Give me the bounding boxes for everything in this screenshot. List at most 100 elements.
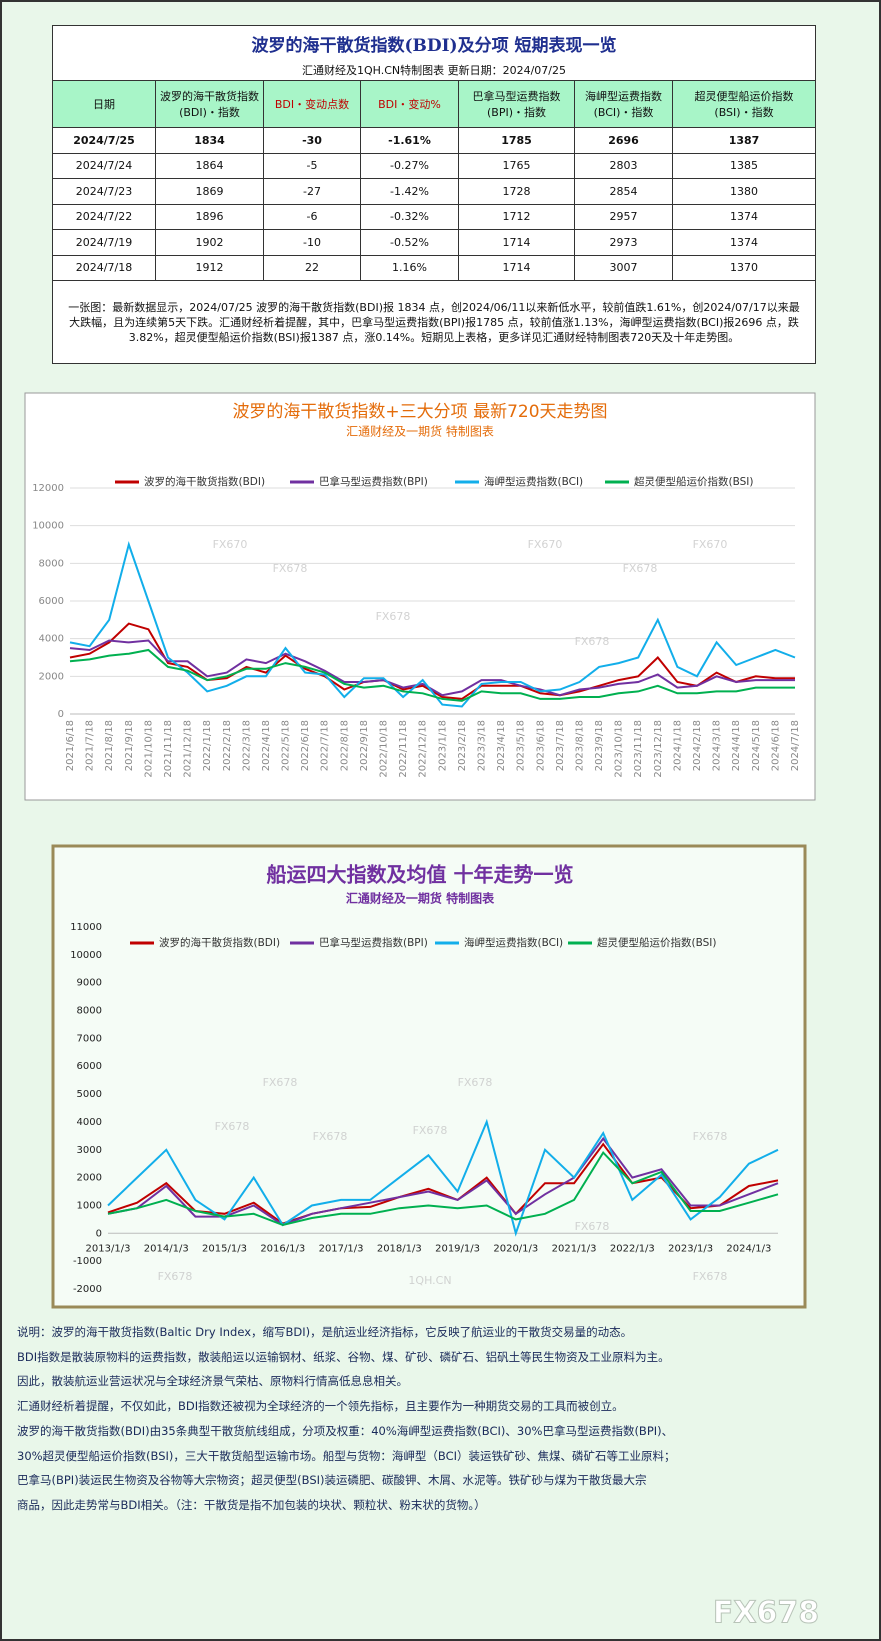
y-tick-label: 2000 (77, 1173, 102, 1184)
watermark: FX678 (263, 1076, 298, 1089)
watermark: FX670 (213, 538, 248, 551)
description-line: 巴拿马(BPI)装运民生物资及谷物等大宗物资；超灵便型(BSI)装运磷肥、碳酸钾… (17, 1473, 647, 1488)
y-tick-label: 2000 (39, 671, 64, 682)
table-cell: 1380 (672, 178, 816, 205)
table-cell: 1834 (155, 127, 264, 154)
table-subtitle: 汇通财经及1QH.CN特制图表 更新日期：2024/07/25 (52, 60, 816, 81)
watermark: FX678 (273, 562, 308, 575)
watermark: FX678 (215, 1120, 250, 1133)
table-cell: 1.16% (360, 254, 459, 281)
table-cell: 1714 (458, 254, 575, 281)
x-tick-label: 2021/10/18 (143, 720, 154, 778)
table-cell: 1869 (155, 178, 264, 205)
x-tick-label: 2022/6/18 (300, 720, 311, 771)
table-cell: 1864 (155, 152, 264, 179)
x-tick-label: 2016/1/3 (260, 1243, 305, 1254)
table-cell: 1370 (672, 254, 816, 281)
x-tick-label: 2023/5/18 (516, 720, 527, 771)
legend-label: 海岬型运费指数(BCI) (484, 475, 583, 488)
watermark: FX678 (575, 1220, 610, 1233)
legend-label: 海岬型运费指数(BCI) (464, 936, 563, 949)
table-cell: 1712 (458, 203, 575, 230)
watermark: FX678 (376, 610, 411, 623)
x-tick-label: 2023/1/3 (668, 1243, 713, 1254)
y-tick-label: 4000 (39, 634, 64, 645)
x-tick-label: 2019/1/3 (435, 1243, 480, 1254)
x-tick-label: 2022/4/18 (261, 720, 272, 771)
table-cell: 2803 (574, 152, 673, 179)
watermark: FX678 (575, 635, 610, 648)
chart-title: 船运四大指数及均值 十年走势一览 (267, 863, 574, 887)
column-header: BDI・变动% (360, 80, 459, 128)
x-tick-label: 2021/12/18 (183, 720, 194, 778)
table-cell: 1728 (458, 178, 575, 205)
column-header: 超灵便型船运价指数 (BSI)・指数 (672, 80, 816, 128)
series-line (69, 639, 795, 697)
y-tick-label: 12000 (32, 483, 64, 494)
description-line: 30%超灵便型船运价指数(BSI)，三大干散货船型运输市场。船型与货物：海岬型（… (17, 1448, 676, 1463)
x-tick-label: 2024/5/18 (751, 720, 762, 771)
x-tick-label: 2022/1/18 (202, 720, 213, 771)
x-tick-label: 2024/7/18 (790, 720, 801, 771)
table-cell: -5 (263, 152, 361, 179)
y-tick-label: 8000 (77, 1006, 102, 1017)
table-cell: 22 (263, 254, 361, 281)
y-tick-label: 11000 (70, 922, 102, 933)
summary-table: 波罗的海干散货指数(BDI)及分项 短期表现一览 汇通财经及1QH.CN特制图表 … (52, 25, 816, 364)
x-tick-label: 2022/9/18 (359, 720, 370, 771)
title-row: 波罗的海干散货指数(BDI)及分项 短期表现一览 (52, 25, 816, 60)
table-row: 2024/7/24 1864 -5 -0.27% 1765 2803 1385 (52, 152, 816, 179)
x-tick-label: 2023/12/18 (653, 720, 664, 778)
x-tick-label: 2024/6/18 (770, 720, 781, 771)
y-tick-label: 8000 (39, 558, 64, 569)
table-cell: 2854 (574, 178, 673, 205)
legend-label: 波罗的海干散货指数(BDI) (159, 936, 280, 949)
x-tick-label: 2023/7/18 (555, 720, 566, 771)
series-line (107, 1150, 779, 1227)
table-row: 2024/7/19 1902 -10 -0.52% 1714 2973 1374 (52, 229, 816, 256)
table-cell: -1.61% (360, 127, 459, 154)
x-tick-label: 2022/10/18 (379, 720, 390, 778)
header-row: 日期 波罗的海干散货指数 (BDI)・指数 BDI・变动点数 BDI・变动% 巴拿马型运… (52, 80, 816, 128)
legend-label: 波罗的海干散货指数(BDI) (144, 475, 265, 488)
table-cell: 2024/7/22 (52, 203, 156, 230)
table-cell: -0.32% (360, 203, 459, 230)
chart-1-frame (24, 392, 816, 801)
x-tick-label: 2022/12/18 (418, 720, 429, 778)
table-cell: -30 (263, 127, 361, 154)
table-cell: 1785 (458, 127, 575, 154)
table-row: 2024/7/18 1912 22 1.16% 1714 3007 1370 (52, 254, 816, 281)
legend-label: 巴拿马型运费指数(BPI) (319, 936, 428, 949)
column-header: 波罗的海干散货指数 (BDI)・指数 (155, 80, 264, 128)
watermark: FX678 (693, 1130, 728, 1143)
x-tick-label: 2022/8/18 (339, 720, 350, 771)
description-line: 说明：波罗的海干散货指数(Baltic Dry Index，缩写BDI)，是航运… (17, 1325, 633, 1339)
column-header: 巴拿马型运费指数 (BPI)・指数 (458, 80, 575, 128)
watermark: FX678 (693, 1270, 728, 1283)
x-tick-label: 2022/2/18 (222, 720, 233, 771)
x-tick-label: 2018/1/3 (377, 1243, 422, 1254)
watermark: FX670 (693, 538, 728, 551)
chart-subtitle: 汇通财经及一期货 特制图表 (346, 891, 495, 906)
x-tick-label: 2024/2/18 (692, 720, 703, 771)
table-cell: -0.52% (360, 229, 459, 256)
x-tick-label: 2024/1/3 (726, 1243, 771, 1254)
table-cell: 2024/7/19 (52, 229, 156, 256)
y-tick-label: 4000 (77, 1117, 102, 1128)
description-line: BDI指数是散装原物料的运费指数，散装船运以运输钢材、纸浆、谷物、煤、矿砂、磷矿… (17, 1349, 670, 1364)
table-cell: -0.27% (360, 152, 459, 179)
table-cell: 2024/7/23 (52, 178, 156, 205)
x-tick-label: 2023/1/18 (437, 720, 448, 771)
x-tick-label: 2023/6/18 (535, 720, 546, 771)
y-tick-label: 7000 (77, 1033, 102, 1044)
x-tick-label: 2021/8/18 (104, 720, 115, 771)
table-cell: 2024/7/24 (52, 152, 156, 179)
series-line (69, 648, 795, 702)
x-tick-label: 2021/6/18 (65, 720, 76, 771)
table-cell: 1374 (672, 203, 816, 230)
watermark: FX678 (458, 1076, 493, 1089)
note-row: 一张图：最新数据显示，2024/07/25 波罗的海干散货指数(BDI)报 18… (52, 280, 816, 364)
table-cell: 1912 (155, 254, 264, 281)
